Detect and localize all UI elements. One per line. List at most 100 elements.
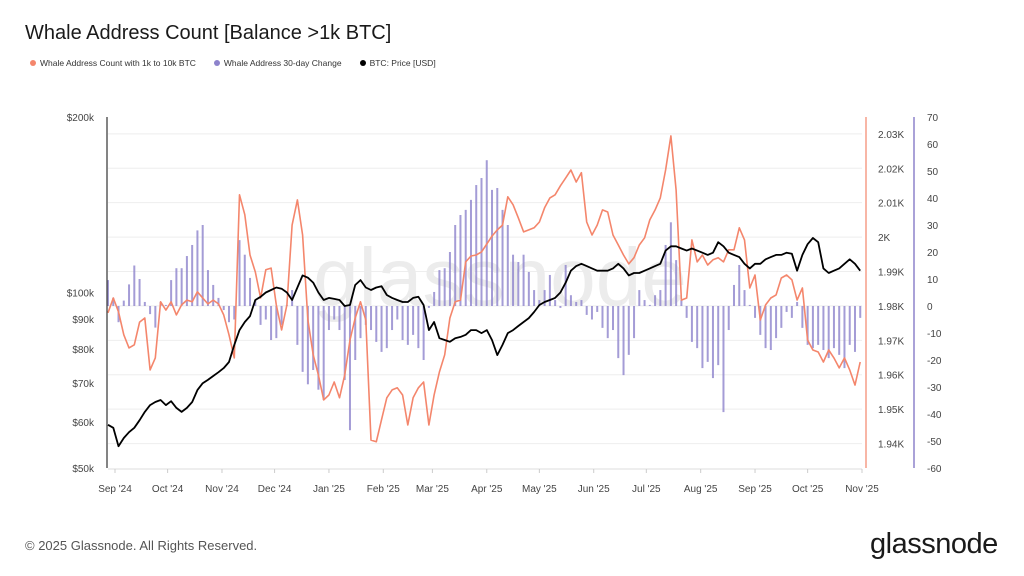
change-bar — [370, 306, 373, 331]
change-bar — [396, 306, 399, 320]
x-tick-label: Apr '25 — [471, 484, 503, 495]
change-bar — [790, 306, 793, 318]
count-tick-label: 2.01K — [878, 199, 904, 210]
change-bar — [832, 306, 835, 349]
count-tick-label: 1.97K — [878, 336, 904, 347]
change-bar — [606, 306, 609, 339]
change-bar — [748, 304, 751, 306]
x-tick-label: Mar '25 — [416, 484, 449, 495]
change-bar — [322, 306, 325, 400]
change-bar — [296, 306, 299, 345]
change-tick-label: -40 — [927, 410, 942, 421]
change-bar — [754, 306, 757, 318]
x-tick-label: Oct '24 — [152, 484, 184, 495]
change-bar — [128, 284, 131, 306]
change-bar — [822, 306, 825, 351]
change-bar — [648, 304, 651, 306]
change-bar — [622, 306, 625, 376]
change-bar — [780, 306, 783, 328]
change-bar — [685, 306, 688, 318]
series-lines — [107, 135, 861, 448]
legend-label: Whale Address 30-day Change — [223, 58, 342, 68]
price-tick-label: $50k — [72, 464, 95, 475]
change-bar — [380, 306, 383, 352]
btc-price-line — [107, 237, 861, 448]
gridlines — [108, 133, 862, 445]
change-bar — [638, 290, 641, 306]
change-bar — [170, 280, 173, 306]
change-bar — [280, 306, 283, 325]
count-tick-label: 2.02K — [878, 164, 904, 175]
change-tick-label: 20 — [927, 248, 939, 259]
change-bar — [143, 301, 146, 306]
change-bar — [859, 306, 862, 318]
change-bar — [580, 300, 583, 306]
change-bar — [475, 185, 478, 306]
price-tick-label: $90k — [72, 315, 95, 326]
count-tick-label: 1.96K — [878, 371, 904, 382]
change-bar — [517, 261, 520, 306]
x-tick-label: Jul '25 — [632, 484, 661, 495]
change-bar — [559, 306, 562, 308]
change-bar — [612, 306, 615, 331]
legend-label: BTC: Price [USD] — [369, 58, 436, 68]
change-bar — [680, 300, 683, 306]
change-bar — [385, 306, 388, 349]
x-tick-label: Aug '25 — [684, 484, 718, 495]
change-bar — [133, 265, 136, 306]
change-bar — [427, 306, 430, 308]
change-bar — [333, 306, 336, 320]
x-tick-label: Feb '25 — [367, 484, 400, 495]
change-bar — [827, 306, 830, 359]
change-bar — [201, 225, 204, 306]
x-tick-label: Oct '25 — [792, 484, 824, 495]
change-tick-label: -20 — [927, 356, 942, 367]
legend-item-30day-change[interactable]: Whale Address 30-day Change — [213, 58, 342, 68]
change-tick-label: -10 — [927, 329, 942, 340]
change-bar — [817, 306, 820, 345]
price-tick-label: $70k — [72, 379, 95, 390]
change-bar — [375, 306, 378, 342]
change-bar — [175, 268, 178, 306]
change-bar — [275, 306, 278, 339]
x-tick-label: Sep '25 — [738, 484, 772, 495]
change-bar — [312, 306, 315, 370]
change-bar — [601, 306, 604, 328]
change-bar — [701, 306, 704, 369]
change-bar — [185, 256, 188, 306]
legend-item-btc-price[interactable]: BTC: Price [USD] — [359, 58, 436, 68]
change-bar — [448, 252, 451, 306]
change-bar — [569, 295, 572, 306]
watermark: glassnode — [313, 232, 687, 323]
change-bar — [464, 209, 467, 306]
count-tick-label: 1.95K — [878, 405, 904, 416]
change-bar — [543, 290, 546, 306]
change-bar — [249, 277, 252, 306]
change-bar — [769, 306, 772, 351]
legend-item-whale-count[interactable]: Whale Address Count with 1k to 10k BTC — [30, 58, 196, 68]
change-bar — [196, 230, 199, 306]
change-bar — [843, 306, 846, 369]
legend-label: Whale Address Count with 1k to 10k BTC — [40, 58, 196, 68]
x-tick-label: Nov '25 — [845, 484, 879, 495]
change-bar — [480, 178, 483, 306]
legend-dot-icon — [213, 60, 220, 66]
change-bar — [391, 306, 394, 331]
x-tick-label: Jun '25 — [578, 484, 610, 495]
whale-count-line — [107, 135, 861, 443]
change-bar — [149, 306, 152, 315]
copyright-text: © 2025 Glassnode. All Rights Reserved. — [25, 538, 258, 553]
change-bar — [191, 244, 194, 306]
change-bar — [722, 306, 725, 413]
change-bar — [238, 240, 241, 306]
change-bar — [848, 306, 851, 345]
change-bar — [711, 306, 714, 379]
change-tick-label: 0 — [927, 302, 933, 313]
change-bar — [364, 306, 367, 325]
change-bar — [717, 306, 720, 366]
glassnode-logo[interactable]: glassnode — [870, 528, 998, 560]
price-tick-label: $60k — [72, 418, 95, 429]
price-tick-label: $100k — [67, 289, 95, 300]
change-bar — [259, 306, 262, 325]
